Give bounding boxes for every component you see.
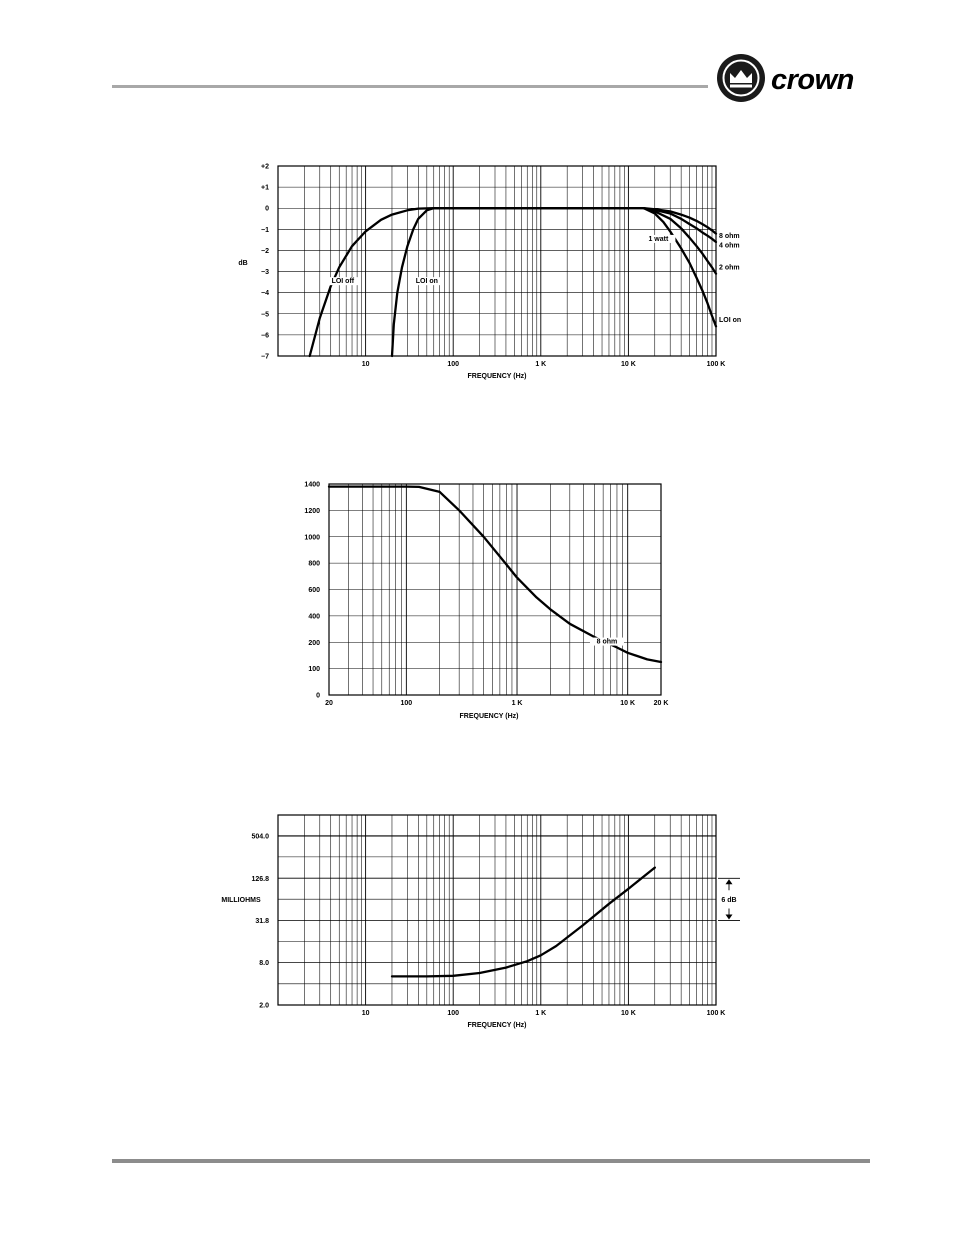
series-line-4 [642, 207, 718, 275]
annotation-bg [641, 234, 676, 243]
annotation-bg [325, 277, 360, 286]
y-tick-label: −7 [261, 354, 269, 361]
annotation-label: 8 ohm [597, 639, 618, 646]
y-tick-label: 200 [308, 640, 320, 647]
x-tick-label: 1 K [535, 361, 546, 368]
series-line-3 [642, 207, 718, 244]
y-tick-label: 600 [308, 587, 320, 594]
annotation-bg [409, 277, 444, 286]
footer-rule [112, 1159, 870, 1163]
six-db-bracket: 6 dB [718, 877, 740, 921]
y-tick-label: 31.8 [255, 918, 269, 925]
series-line-0 [390, 866, 656, 978]
series-line-1 [390, 207, 630, 358]
y-tick-label: 1200 [304, 508, 320, 515]
y-tick-label: −5 [261, 311, 269, 318]
annotation-bg [589, 637, 624, 646]
y-tick-label: 0 [265, 206, 269, 213]
plot-frame [277, 814, 717, 1006]
x-tick-label: 20 [325, 700, 333, 707]
y-tick-label: +1 [261, 185, 269, 192]
y-tick-label: 100 [308, 666, 320, 673]
logo-ring [722, 59, 760, 97]
y-tick-label: 126.8 [251, 876, 269, 883]
x-axis-label: FREQUENCY (Hz) [468, 1022, 527, 1029]
plot-frame [328, 483, 662, 696]
x-tick-label: 10 K [621, 361, 636, 368]
annotation-bg [718, 316, 748, 325]
annotation-label: 8 ohm [719, 233, 740, 240]
annotation-bg [718, 241, 748, 250]
x-axis-label: FREQUENCY (Hz) [460, 713, 519, 720]
grid [277, 815, 717, 1006]
y-tick-label: 1000 [304, 534, 320, 541]
x-tick-label: 20 K [654, 700, 669, 707]
annotation-label: LOI on [719, 317, 741, 324]
y-tick-label: 1400 [304, 482, 320, 489]
annotation-bg [718, 231, 748, 240]
crown-icon [730, 70, 752, 88]
x-tick-label: 10 K [620, 700, 635, 707]
annotation-label: LOI off [332, 278, 355, 285]
y-tick-label: −1 [261, 227, 269, 234]
logo-wordmark: crown [771, 64, 854, 96]
y-tick-label: 400 [308, 613, 320, 620]
bracket-arrow-up-head [725, 879, 733, 885]
bracket-label: 6 dB [721, 897, 736, 904]
y-tick-label: −2 [261, 248, 269, 255]
x-tick-label: 10 [362, 361, 370, 368]
series-line-2 [642, 207, 718, 235]
y-axis-label: MILLIOHMS [221, 897, 261, 904]
x-tick-label: 1 K [535, 1010, 546, 1017]
y-tick-label: −4 [261, 290, 269, 297]
y-tick-label: 2.0 [259, 1003, 269, 1010]
x-tick-label: 100 [447, 361, 459, 368]
header-rule [112, 85, 708, 88]
y-tick-label: 8.0 [259, 960, 269, 967]
bracket-arrow-down-head [725, 914, 733, 920]
y-tick-label: +2 [261, 164, 269, 171]
series-line-0 [327, 485, 663, 664]
series-line-5 [642, 207, 718, 328]
x-tick-label: 100 [447, 1010, 459, 1017]
x-tick-label: 100 [401, 700, 413, 707]
x-tick-label: 100 K [707, 1010, 726, 1017]
x-tick-label: 10 [362, 1010, 370, 1017]
annotation-label: 2 ohm [719, 264, 740, 271]
annotation-bg [718, 263, 748, 272]
annotation-label: 1 watt [648, 236, 669, 243]
y-tick-label: 0 [316, 693, 320, 700]
annotation-label: LOI on [416, 278, 438, 285]
x-tick-label: 100 K [707, 361, 726, 368]
y-tick-label: 800 [308, 561, 320, 568]
annotation-label: 4 ohm [719, 242, 740, 249]
y-axis-label: dB [238, 260, 247, 267]
x-axis-label: FREQUENCY (Hz) [468, 373, 527, 380]
plot-frame [277, 165, 717, 357]
y-tick-label: −3 [261, 269, 269, 276]
x-tick-label: 1 K [512, 700, 523, 707]
x-tick-label: 10 K [621, 1010, 636, 1017]
y-tick-label: −6 [261, 332, 269, 339]
crown-logo: crown [717, 54, 854, 102]
y-tick-label: 504.0 [251, 834, 269, 841]
grid [277, 165, 717, 357]
